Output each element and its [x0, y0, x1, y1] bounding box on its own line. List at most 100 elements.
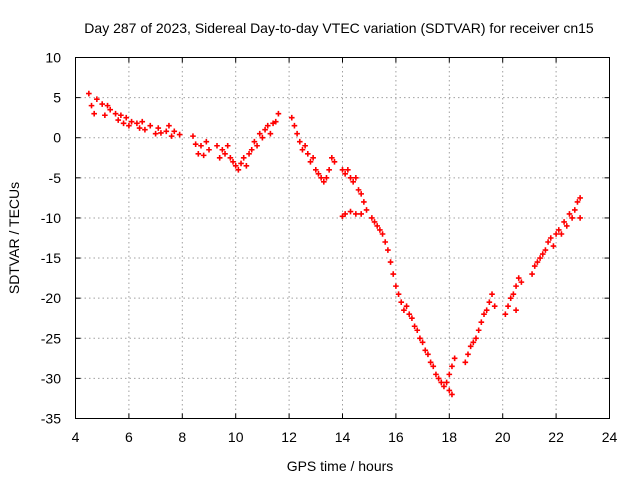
- data-point: [443, 379, 450, 386]
- data-point: [406, 311, 413, 318]
- x-tick-label: 4: [72, 429, 80, 445]
- data-point: [251, 138, 258, 145]
- data-point: [553, 231, 559, 237]
- data-point: [369, 215, 375, 221]
- data-point: [361, 199, 367, 205]
- data-point: [243, 163, 250, 169]
- data-points: [86, 90, 583, 398]
- data-point: [120, 120, 127, 127]
- data-point: [248, 146, 255, 153]
- data-point: [507, 295, 514, 301]
- data-point: [99, 101, 105, 107]
- data-point: [393, 283, 399, 289]
- y-tick-label: -20: [41, 290, 61, 306]
- data-point: [214, 142, 220, 149]
- data-point: [200, 152, 207, 159]
- data-point: [355, 187, 362, 193]
- data-point: [449, 363, 455, 370]
- data-point: [571, 207, 578, 213]
- data-point: [577, 215, 583, 221]
- y-axis-label: SDTVAR / TECUs: [6, 182, 22, 294]
- x-tick-label: 6: [125, 429, 133, 445]
- y-tick-label: -5: [49, 170, 62, 186]
- data-point: [374, 223, 381, 229]
- data-point: [481, 311, 487, 318]
- data-point: [142, 126, 148, 133]
- data-point: [395, 291, 402, 297]
- data-point: [158, 130, 164, 136]
- data-point: [382, 239, 389, 245]
- data-point: [358, 211, 364, 217]
- data-point: [323, 175, 330, 181]
- data-point: [118, 112, 124, 119]
- data-point: [470, 339, 477, 346]
- data-point: [139, 118, 146, 125]
- data-point: [534, 259, 541, 265]
- data-point: [441, 383, 447, 390]
- data-point: [398, 299, 405, 305]
- data-point: [409, 315, 415, 322]
- data-point: [371, 219, 378, 225]
- y-tick-label: -10: [41, 210, 61, 226]
- data-point: [518, 279, 525, 285]
- data-point: [427, 359, 434, 366]
- data-point: [563, 223, 570, 229]
- data-point: [401, 307, 407, 313]
- data-point: [310, 154, 316, 161]
- data-point: [390, 271, 397, 277]
- data-point: [449, 391, 455, 398]
- data-point: [291, 122, 298, 129]
- y-tick-label: -25: [41, 330, 61, 346]
- x-tick-label: 18: [442, 429, 458, 445]
- data-point: [152, 130, 159, 137]
- data-point: [86, 90, 92, 97]
- data-point: [486, 299, 493, 305]
- x-tick-label: 16: [388, 429, 404, 445]
- data-point: [94, 96, 100, 103]
- data-point: [216, 154, 223, 161]
- data-point: [350, 179, 356, 185]
- data-point: [288, 114, 295, 121]
- data-point: [275, 110, 282, 117]
- data-point: [462, 359, 469, 366]
- data-point: [574, 199, 581, 205]
- data-point: [264, 122, 271, 129]
- data-point: [190, 133, 196, 139]
- data-point: [222, 150, 228, 157]
- data-point: [107, 106, 114, 113]
- data-point: [547, 235, 554, 241]
- data-point: [353, 211, 359, 217]
- data-point: [414, 327, 421, 334]
- data-point: [387, 259, 394, 265]
- data-point: [136, 125, 143, 131]
- data-point: [206, 146, 212, 153]
- y-tick-label: 5: [53, 90, 61, 106]
- data-point: [478, 319, 485, 326]
- data-point: [419, 339, 426, 346]
- data-point: [438, 379, 445, 386]
- data-point: [342, 211, 348, 217]
- data-point: [491, 303, 498, 309]
- data-point: [219, 146, 226, 153]
- data-point: [230, 158, 236, 165]
- grid-lines: [75, 57, 610, 419]
- data-point: [339, 167, 346, 173]
- data-point: [192, 141, 199, 147]
- data-point: [510, 291, 517, 297]
- data-point: [353, 175, 359, 181]
- data-point: [104, 102, 111, 109]
- data-point: [451, 355, 458, 362]
- data-point: [435, 375, 442, 382]
- data-point: [577, 195, 583, 201]
- data-point: [262, 126, 268, 133]
- y-tick-label: -35: [41, 411, 61, 427]
- data-point: [272, 118, 279, 125]
- data-point: [342, 171, 348, 177]
- data-point: [134, 120, 140, 127]
- plot-frame: [75, 57, 610, 419]
- x-tick-labels: 4 6 8 10 12 14 16 18 20 22 24: [72, 429, 618, 445]
- data-point: [318, 175, 324, 181]
- data-point: [446, 371, 453, 378]
- data-point: [545, 239, 551, 245]
